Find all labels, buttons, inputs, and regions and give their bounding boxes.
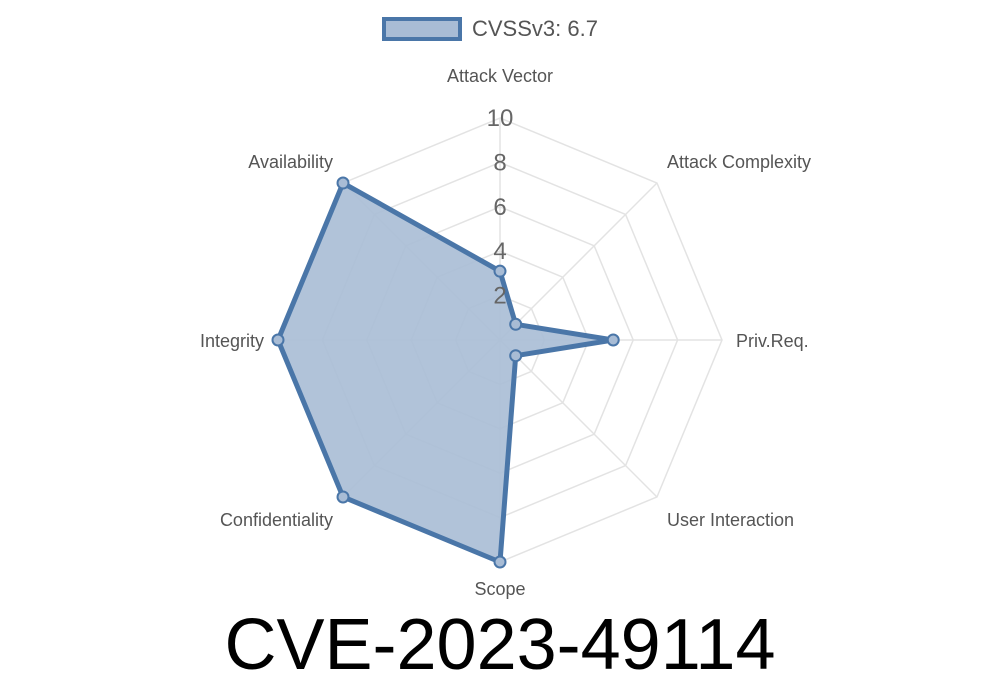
- legend[interactable]: CVSSv3: 6.7: [382, 16, 598, 42]
- axis-label: Priv.Req.: [736, 331, 809, 351]
- data-point: [336, 490, 350, 504]
- data-point: [606, 333, 620, 347]
- radial-tick-label: 10: [487, 105, 514, 132]
- data-point: [271, 333, 285, 347]
- axis-label: Integrity: [200, 331, 264, 351]
- data-point: [336, 176, 350, 190]
- axis-label: User Interaction: [667, 510, 794, 530]
- data-point: [509, 349, 523, 363]
- grid-spoke: [499, 339, 658, 498]
- axis-label: Availability: [248, 152, 333, 172]
- radial-tick-label: 8: [493, 149, 506, 176]
- series-area: [275, 180, 616, 565]
- radial-tick-label: 2: [493, 283, 506, 310]
- axis-label: Confidentiality: [220, 510, 333, 530]
- axis-label: Attack Complexity: [667, 152, 811, 172]
- radial-tick-label: 4: [493, 238, 506, 265]
- legend-swatch: [382, 17, 462, 41]
- grid-spoke: [499, 182, 658, 341]
- legend-label: CVSSv3: 6.7: [472, 16, 598, 41]
- axis-label: Scope: [474, 579, 525, 599]
- radial-tick-label: 6: [493, 194, 506, 221]
- axis-label: Attack Vector: [447, 66, 553, 86]
- cve-title: CVE-2023-49114: [224, 605, 776, 685]
- data-point: [493, 555, 507, 569]
- data-point: [493, 264, 507, 278]
- data-point: [509, 317, 523, 331]
